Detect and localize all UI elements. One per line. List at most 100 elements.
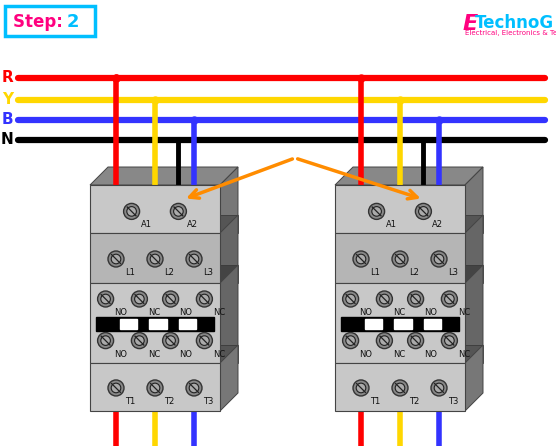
Circle shape <box>346 294 355 304</box>
Text: A2: A2 <box>433 220 443 229</box>
Bar <box>120 318 137 329</box>
Text: T3: T3 <box>448 397 458 406</box>
Text: NO: NO <box>425 350 438 359</box>
Text: A1: A1 <box>141 220 152 229</box>
Bar <box>335 185 465 233</box>
Bar <box>365 318 383 329</box>
Circle shape <box>200 294 209 304</box>
Circle shape <box>419 206 428 216</box>
Text: B: B <box>1 112 13 128</box>
Text: NO: NO <box>360 308 373 317</box>
Circle shape <box>189 254 199 264</box>
Polygon shape <box>220 265 238 363</box>
Polygon shape <box>220 345 238 411</box>
Bar <box>178 318 196 329</box>
Circle shape <box>434 383 444 393</box>
Circle shape <box>196 291 212 307</box>
Circle shape <box>441 291 458 307</box>
Circle shape <box>372 206 381 216</box>
Text: R: R <box>1 70 13 86</box>
Bar <box>394 318 412 329</box>
FancyBboxPatch shape <box>5 6 95 36</box>
Circle shape <box>101 336 111 345</box>
Text: T1: T1 <box>125 397 135 406</box>
Text: NO: NO <box>115 308 127 317</box>
Circle shape <box>445 336 454 345</box>
Bar <box>108 215 238 233</box>
Bar <box>353 265 483 283</box>
Circle shape <box>369 203 385 219</box>
Circle shape <box>415 203 431 219</box>
Bar <box>335 283 465 363</box>
Polygon shape <box>220 215 238 283</box>
Bar <box>108 265 238 283</box>
Circle shape <box>392 380 408 396</box>
Bar <box>90 283 220 363</box>
Text: T2: T2 <box>164 397 174 406</box>
Circle shape <box>186 380 202 396</box>
Text: Electrical, Electronics & Technology: Electrical, Electronics & Technology <box>465 30 556 36</box>
Text: L2: L2 <box>164 268 174 277</box>
Text: NC: NC <box>214 308 226 317</box>
Circle shape <box>411 294 420 304</box>
Circle shape <box>173 206 183 216</box>
Text: NC: NC <box>394 308 406 317</box>
Bar <box>335 363 465 411</box>
Circle shape <box>147 380 163 396</box>
Text: NC: NC <box>458 350 470 359</box>
Circle shape <box>162 291 178 307</box>
Bar <box>353 345 483 363</box>
Circle shape <box>135 294 144 304</box>
Circle shape <box>170 203 186 219</box>
Circle shape <box>123 203 140 219</box>
Text: 2: 2 <box>67 13 80 31</box>
Circle shape <box>431 380 447 396</box>
Circle shape <box>135 336 144 345</box>
Circle shape <box>147 251 163 267</box>
Circle shape <box>131 291 147 307</box>
Circle shape <box>127 206 136 216</box>
Text: NO: NO <box>425 308 438 317</box>
Text: TechnoG: TechnoG <box>475 14 554 32</box>
Bar <box>90 233 220 283</box>
Polygon shape <box>220 167 238 233</box>
Bar <box>96 317 214 330</box>
Circle shape <box>408 291 424 307</box>
Text: NC: NC <box>148 350 161 359</box>
Circle shape <box>376 333 393 349</box>
Circle shape <box>131 333 147 349</box>
Circle shape <box>411 336 420 345</box>
Bar <box>335 233 465 283</box>
Polygon shape <box>465 215 483 283</box>
Circle shape <box>186 251 202 267</box>
Circle shape <box>353 251 369 267</box>
Text: N: N <box>0 132 13 148</box>
Text: E: E <box>463 14 478 34</box>
Text: Y: Y <box>2 92 13 107</box>
Circle shape <box>98 291 113 307</box>
Text: NC: NC <box>148 308 161 317</box>
Circle shape <box>189 383 199 393</box>
Bar <box>341 317 459 330</box>
Circle shape <box>445 294 454 304</box>
Circle shape <box>98 333 113 349</box>
Polygon shape <box>465 167 483 233</box>
Circle shape <box>380 336 389 345</box>
Circle shape <box>392 251 408 267</box>
Circle shape <box>434 254 444 264</box>
Circle shape <box>166 294 175 304</box>
Bar <box>149 318 167 329</box>
Circle shape <box>395 254 405 264</box>
Text: A1: A1 <box>386 220 396 229</box>
Text: T1: T1 <box>370 397 380 406</box>
Text: T3: T3 <box>203 397 214 406</box>
Circle shape <box>111 383 121 393</box>
Circle shape <box>108 251 124 267</box>
Circle shape <box>356 254 366 264</box>
Text: A2: A2 <box>187 220 198 229</box>
Bar <box>108 345 238 363</box>
Circle shape <box>353 380 369 396</box>
Circle shape <box>111 254 121 264</box>
Bar <box>90 185 220 233</box>
Bar <box>353 215 483 233</box>
